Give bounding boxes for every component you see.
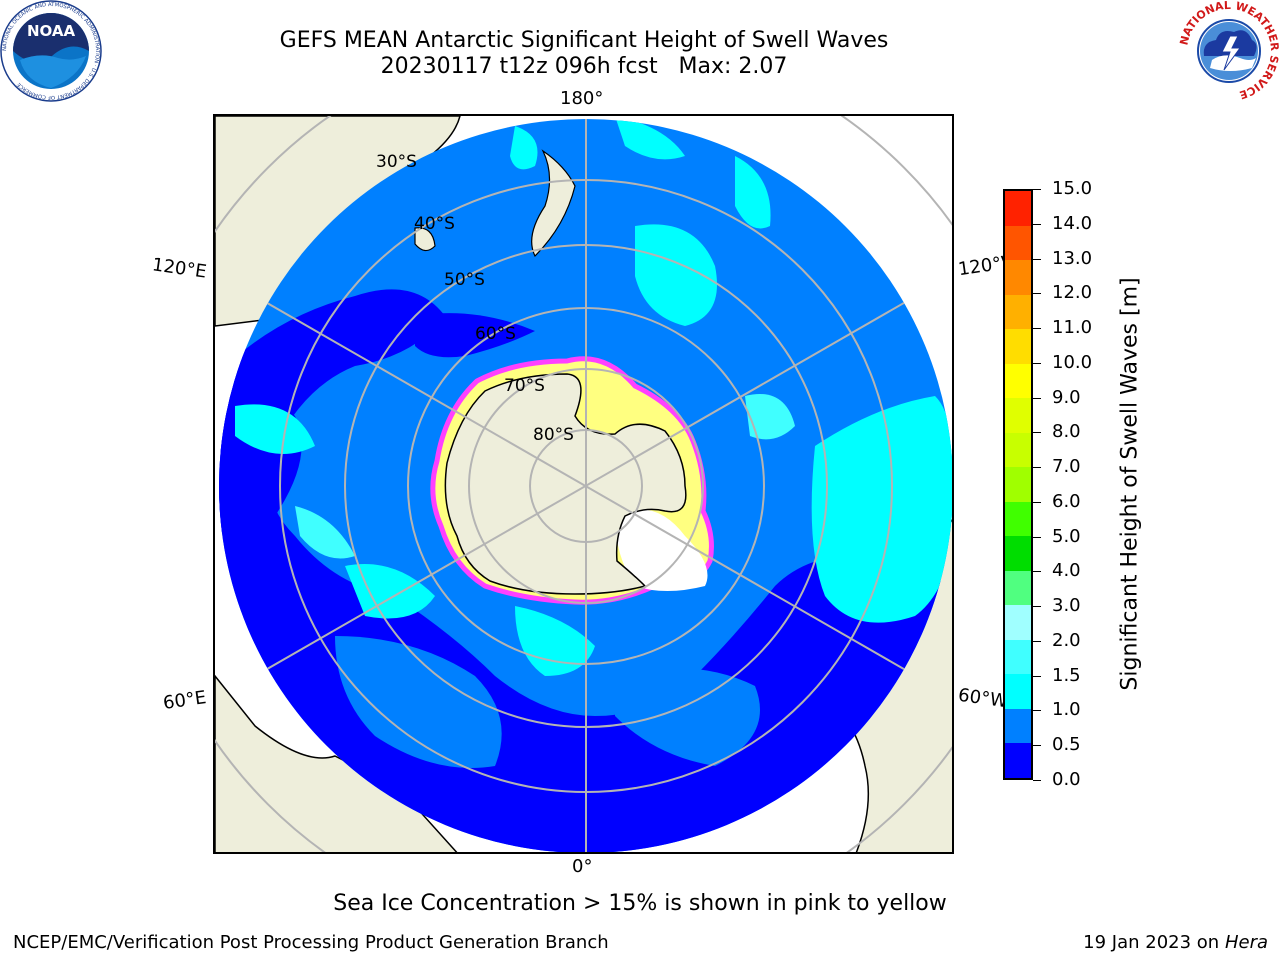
lon-label-right-lower: 60°W [956, 684, 1009, 713]
colorbar-segment [1005, 743, 1031, 778]
lat-label-40s: 40°S [414, 214, 455, 234]
lat-label-70s: 70°S [504, 376, 545, 396]
lat-label-30s: 30°S [376, 152, 417, 172]
colorbar-segment [1005, 467, 1031, 502]
colorbar-segment [1005, 398, 1031, 433]
colorbar-tick-label: 15.0 [1052, 178, 1093, 199]
colorbar-tick [1033, 258, 1041, 260]
colorbar-segment [1005, 605, 1031, 640]
title-line-2: 20230117 t12z 096h fcst Max: 2.07 [380, 54, 788, 79]
swell-patch-mid-south [335, 636, 502, 768]
colorbar-segment [1005, 190, 1031, 226]
colorbar-tick [1033, 397, 1041, 399]
colorbar-segment [1005, 501, 1031, 537]
swell-band-low-inner [415, 313, 535, 358]
land-tasmania [414, 227, 436, 252]
colorbar-tick-label: 2.0 [1052, 629, 1081, 651]
swell-high-west [235, 404, 315, 454]
colorbar-segment [1005, 225, 1031, 261]
colorbar-tick-label: 10.0 [1052, 351, 1093, 373]
lat-label-80s: 80°S [533, 425, 574, 445]
chart-title: GEFS MEAN Antarctic Significant Height o… [184, 28, 984, 80]
colorbar-segment [1005, 536, 1031, 571]
colorbar-tick-label: 0.0 [1052, 769, 1081, 790]
colorbar-tick-label: 0.5 [1052, 734, 1081, 756]
colorbar-tick-label: 5.0 [1052, 525, 1081, 547]
noaa-logo: NATIONAL OCEANIC AND ATMOSPHERIC ADMINIS… [0, 0, 102, 102]
lon-label-bottom: 0° [572, 856, 593, 877]
colorbar-tick-label: 6.0 [1052, 490, 1081, 512]
swell-peak-west [295, 506, 355, 559]
lat-label-60s: 60°S [475, 324, 516, 344]
colorbar-tick [1033, 328, 1041, 330]
colorbar-segment [1005, 674, 1031, 709]
colorbar-tick [1033, 536, 1041, 538]
sea-ice-peninsula [615, 509, 708, 591]
colorbar-tick-label: 11.0 [1052, 317, 1093, 339]
nws-logo: NATIONAL WEATHER SERVICE [1178, 0, 1280, 102]
colorbar-tick [1033, 189, 1041, 190]
swell-patch-mid-southeast [615, 668, 760, 766]
colorbar-segment [1005, 260, 1031, 295]
colorbar-segment [1005, 363, 1031, 399]
colorbar-segment [1005, 708, 1031, 744]
colorbar-label: Significant Height of Swell Waves [m] [1117, 277, 1143, 691]
swell-high-n2 [615, 119, 685, 160]
colorbar-segment [1005, 639, 1031, 675]
colorbar-tick-label: 1.5 [1052, 664, 1081, 686]
colorbar-tick [1033, 223, 1041, 225]
colorbar-tick [1033, 780, 1041, 781]
colorbar-tick-label: 7.0 [1052, 456, 1081, 478]
colorbar-tick [1033, 710, 1041, 712]
swell-high-north [510, 126, 538, 170]
colorbar-tick [1033, 293, 1041, 295]
colorbar-tick [1033, 640, 1041, 642]
colorbar-tick [1033, 432, 1041, 434]
land-new-zealand [531, 149, 576, 258]
swell-high-south [515, 606, 595, 676]
lat-label-50s: 50°S [444, 270, 485, 290]
title-line-1: GEFS MEAN Antarctic Significant Height o… [279, 28, 889, 53]
colorbar-segment [1005, 294, 1031, 330]
colorbar-tick [1033, 501, 1041, 503]
colorbar-tick-label: 1.0 [1052, 699, 1081, 721]
colorbar-tick [1033, 467, 1041, 469]
swell-peak-east [745, 394, 795, 440]
colorbar-tick-label: 12.0 [1052, 282, 1093, 304]
swell-high-east [811, 396, 952, 623]
lon-label-left-lower: 60°E [161, 687, 208, 714]
colorbar-tick-label: 9.0 [1052, 386, 1081, 408]
graticule [219, 119, 952, 852]
colorbar-tick [1033, 606, 1041, 608]
colorbar-tick-label: 13.0 [1052, 247, 1093, 269]
colorbar-tick [1033, 675, 1041, 677]
colorbar-segment [1005, 329, 1031, 364]
noaa-text: NOAA [27, 22, 76, 40]
colorbar-tick [1033, 571, 1041, 573]
lon-label-left-upper: 120°E [150, 254, 208, 283]
colorbar-tick-label: 8.0 [1052, 421, 1081, 443]
swell-high-ne [735, 156, 771, 229]
colorbar-tick [1033, 362, 1041, 364]
footer-organization: NCEP/EMC/Verification Post Processing Pr… [13, 932, 609, 953]
colorbar-tick [1033, 745, 1041, 747]
colorbar-tick-label: 14.0 [1052, 212, 1093, 234]
polar-map [215, 116, 952, 852]
footer-machine: Hera [1224, 932, 1268, 953]
footer-date-text: 19 Jan 2023 on [1083, 932, 1225, 953]
colorbar-tick-label: 3.0 [1052, 595, 1081, 617]
land-antarctica [444, 373, 687, 595]
colorbar-segment [1005, 570, 1031, 606]
map-frame [213, 114, 954, 854]
sea-ice-note: Sea Ice Concentration > 15% is shown in … [333, 891, 947, 916]
colorbar [1003, 189, 1033, 780]
footer-date: 19 Jan 2023 on Hera [1083, 932, 1268, 953]
lon-label-top: 180° [560, 88, 604, 109]
colorbar-segment [1005, 432, 1031, 468]
swell-high-sw [345, 564, 435, 619]
swell-high-pacific [635, 224, 717, 326]
colorbar-tick-label: 4.0 [1052, 560, 1081, 582]
